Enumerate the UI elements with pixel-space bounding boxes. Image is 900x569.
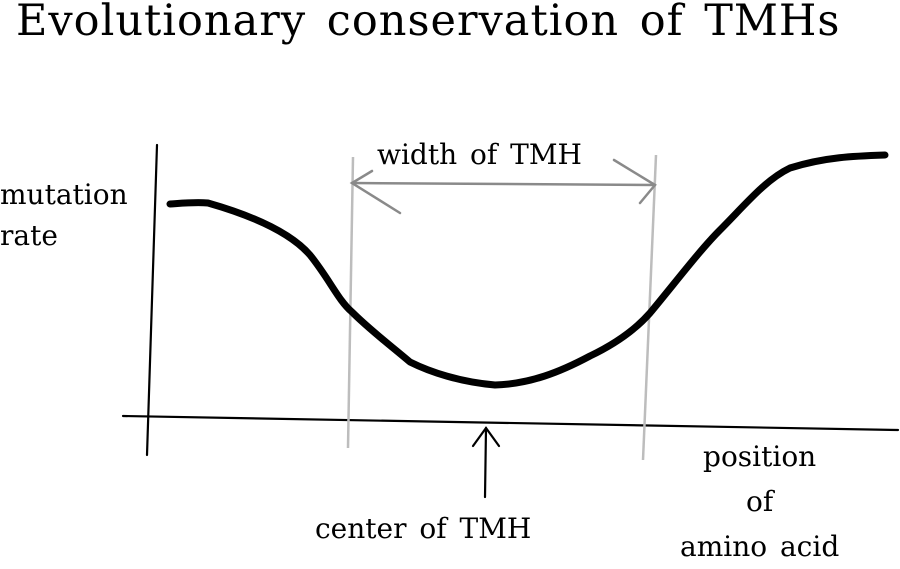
x-axis-line — [121, 414, 900, 432]
x-axis-label-line-2: of — [746, 484, 774, 518]
y-axis-label-line-2: rate — [0, 218, 58, 252]
y-axis-label-line-1: mutation — [0, 178, 128, 211]
left-boundary-line — [346, 156, 355, 449]
page-title: Evolutionary conservation of TMHs — [16, 0, 841, 46]
center-arrow — [471, 426, 501, 499]
x-axis-label-line-1: position — [703, 440, 817, 473]
tmh-conservation-diagram — [121, 143, 900, 499]
width-arrow — [349, 158, 657, 215]
width-label: width of TMH — [377, 138, 582, 171]
y-axis-label: mutation rate — [0, 175, 128, 256]
mutation-rate-curve — [166, 151, 889, 389]
x-axis-label-line-3: amino acid — [680, 529, 840, 563]
center-label: center of TMH — [315, 512, 532, 545]
y-axis-line — [145, 143, 159, 457]
right-boundary-line — [641, 154, 658, 461]
x-axis-label: position of amino acid — [680, 435, 839, 569]
